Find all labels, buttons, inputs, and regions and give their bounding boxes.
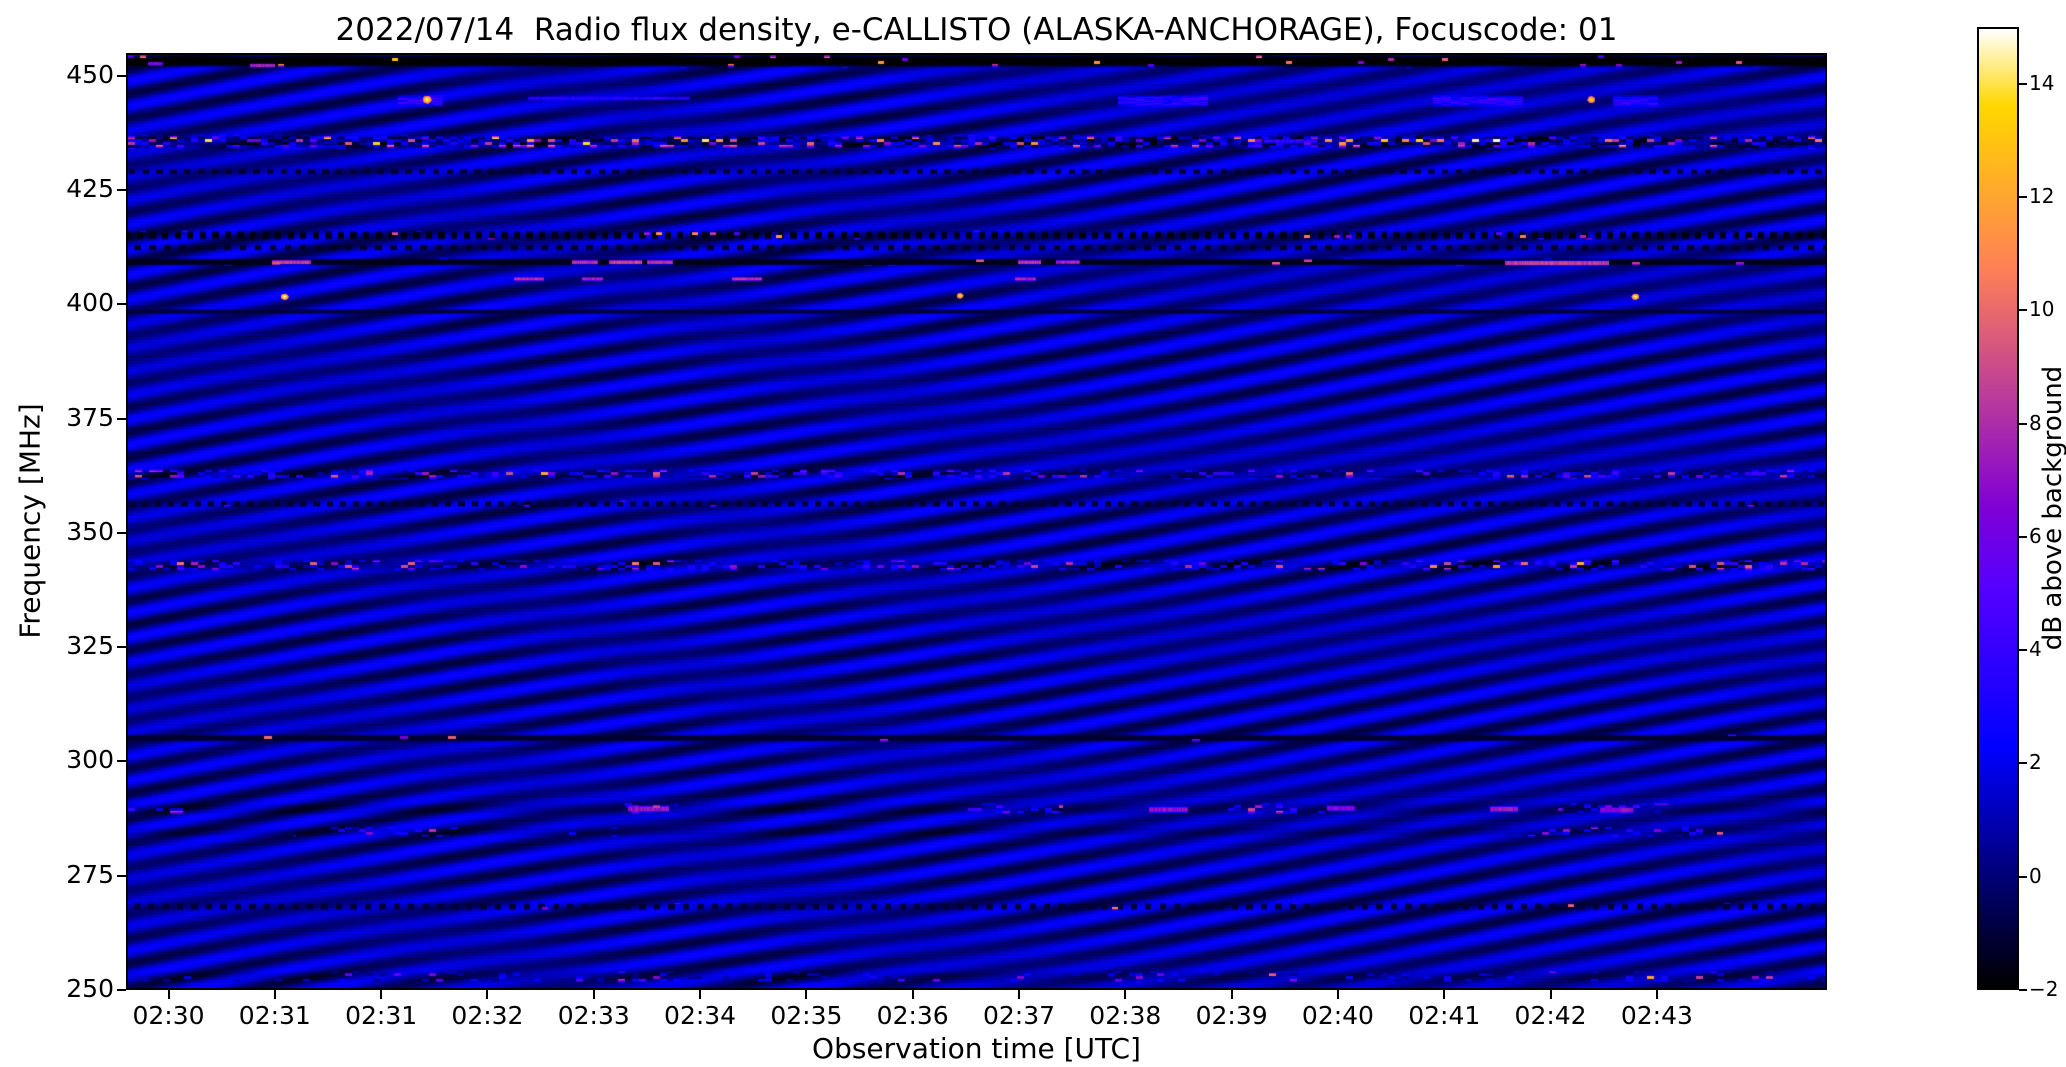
colorbar-tick-mark bbox=[2019, 309, 2027, 312]
y-tick-label: 250 bbox=[66, 974, 114, 1003]
y-tick-label: 325 bbox=[66, 631, 114, 661]
colorbar-tick-label: 10 bbox=[2029, 297, 2055, 322]
y-tick-mark bbox=[117, 531, 126, 534]
y-tick-mark bbox=[117, 989, 126, 991]
x-tick-mark bbox=[1655, 990, 1658, 999]
x-tick-label: 02:30 bbox=[132, 1001, 205, 1030]
colorbar-tick-mark bbox=[2019, 762, 2027, 765]
y-tick-label: 450 bbox=[66, 59, 114, 89]
colorbar bbox=[1977, 27, 2019, 990]
colorbar-tick-label: 8 bbox=[2029, 410, 2042, 435]
x-tick-label: 02:36 bbox=[876, 1001, 949, 1030]
x-tick-mark bbox=[592, 990, 595, 999]
colorbar-tick-mark bbox=[2019, 82, 2027, 85]
x-tick-mark bbox=[1443, 990, 1446, 999]
x-tick-label: 02:31 bbox=[345, 1001, 418, 1030]
x-tick-label: 02:41 bbox=[1408, 1001, 1481, 1030]
x-tick-label: 02:39 bbox=[1195, 1001, 1268, 1030]
colorbar-tick-mark bbox=[2019, 535, 2027, 538]
y-tick-mark bbox=[117, 760, 126, 763]
y-tick-label: 375 bbox=[66, 402, 114, 432]
colorbar-label: dB above background bbox=[2038, 365, 2066, 651]
x-tick-mark bbox=[1018, 990, 1021, 999]
y-tick-mark bbox=[117, 74, 126, 77]
colorbar-tick-label: −2 bbox=[2029, 977, 2059, 1001]
colorbar-tick-mark bbox=[2019, 195, 2027, 198]
y-tick-label: 300 bbox=[66, 745, 114, 775]
x-tick-label: 02:34 bbox=[664, 1001, 737, 1030]
colorbar-tick-label: 12 bbox=[2029, 183, 2055, 208]
x-tick-mark bbox=[1230, 990, 1233, 999]
x-tick-mark bbox=[380, 990, 383, 999]
x-tick-label: 02:35 bbox=[770, 1001, 843, 1030]
x-tick-mark bbox=[1336, 990, 1339, 999]
y-tick-label: 425 bbox=[66, 174, 114, 204]
x-tick-mark bbox=[699, 990, 702, 999]
y-tick-mark bbox=[117, 189, 126, 192]
y-tick-label: 275 bbox=[66, 859, 114, 889]
x-axis-label: Observation time [UTC] bbox=[812, 1032, 1141, 1065]
x-tick-label: 02:43 bbox=[1620, 1001, 1693, 1030]
y-tick-mark bbox=[117, 646, 126, 649]
y-tick-label: 400 bbox=[66, 288, 114, 318]
x-tick-mark bbox=[167, 990, 170, 999]
x-tick-mark bbox=[1124, 990, 1127, 999]
x-tick-label: 02:40 bbox=[1301, 1001, 1374, 1030]
y-axis-label: Frequency [MHz] bbox=[13, 403, 47, 639]
colorbar-tick-label: 2 bbox=[2029, 750, 2042, 775]
colorbar-gradient bbox=[1979, 29, 2017, 988]
x-tick-label: 02:42 bbox=[1514, 1001, 1587, 1030]
x-tick-mark bbox=[1549, 990, 1552, 999]
x-tick-mark bbox=[273, 990, 276, 999]
x-tick-label: 02:38 bbox=[1089, 1001, 1162, 1030]
x-tick-label: 02:31 bbox=[238, 1001, 311, 1030]
colorbar-tick-mark bbox=[2019, 989, 2027, 991]
x-tick-label: 02:37 bbox=[982, 1001, 1056, 1030]
x-tick-mark bbox=[911, 990, 914, 999]
x-tick-mark bbox=[486, 990, 489, 999]
x-tick-label: 02:32 bbox=[451, 1001, 524, 1030]
colorbar-tick-mark bbox=[2019, 422, 2027, 425]
chart-title: 2022/07/14 Radio flux density, e-CALLIST… bbox=[335, 12, 1618, 48]
colorbar-tick-label: 0 bbox=[2029, 863, 2042, 888]
colorbar-tick-label: 14 bbox=[2029, 70, 2055, 95]
colorbar-tick-mark bbox=[2019, 649, 2027, 652]
y-tick-mark bbox=[117, 303, 126, 306]
colorbar-tick-label: 4 bbox=[2029, 637, 2042, 662]
y-tick-label: 350 bbox=[66, 516, 114, 546]
colorbar-tick-mark bbox=[2019, 875, 2027, 878]
spectrogram-heatmap bbox=[128, 55, 1825, 988]
y-tick-mark bbox=[117, 874, 126, 877]
plot-area bbox=[126, 53, 1827, 990]
x-tick-mark bbox=[805, 990, 808, 999]
x-tick-label: 02:33 bbox=[557, 1001, 630, 1030]
colorbar-tick-label: 6 bbox=[2029, 523, 2042, 548]
y-tick-mark bbox=[117, 417, 126, 420]
